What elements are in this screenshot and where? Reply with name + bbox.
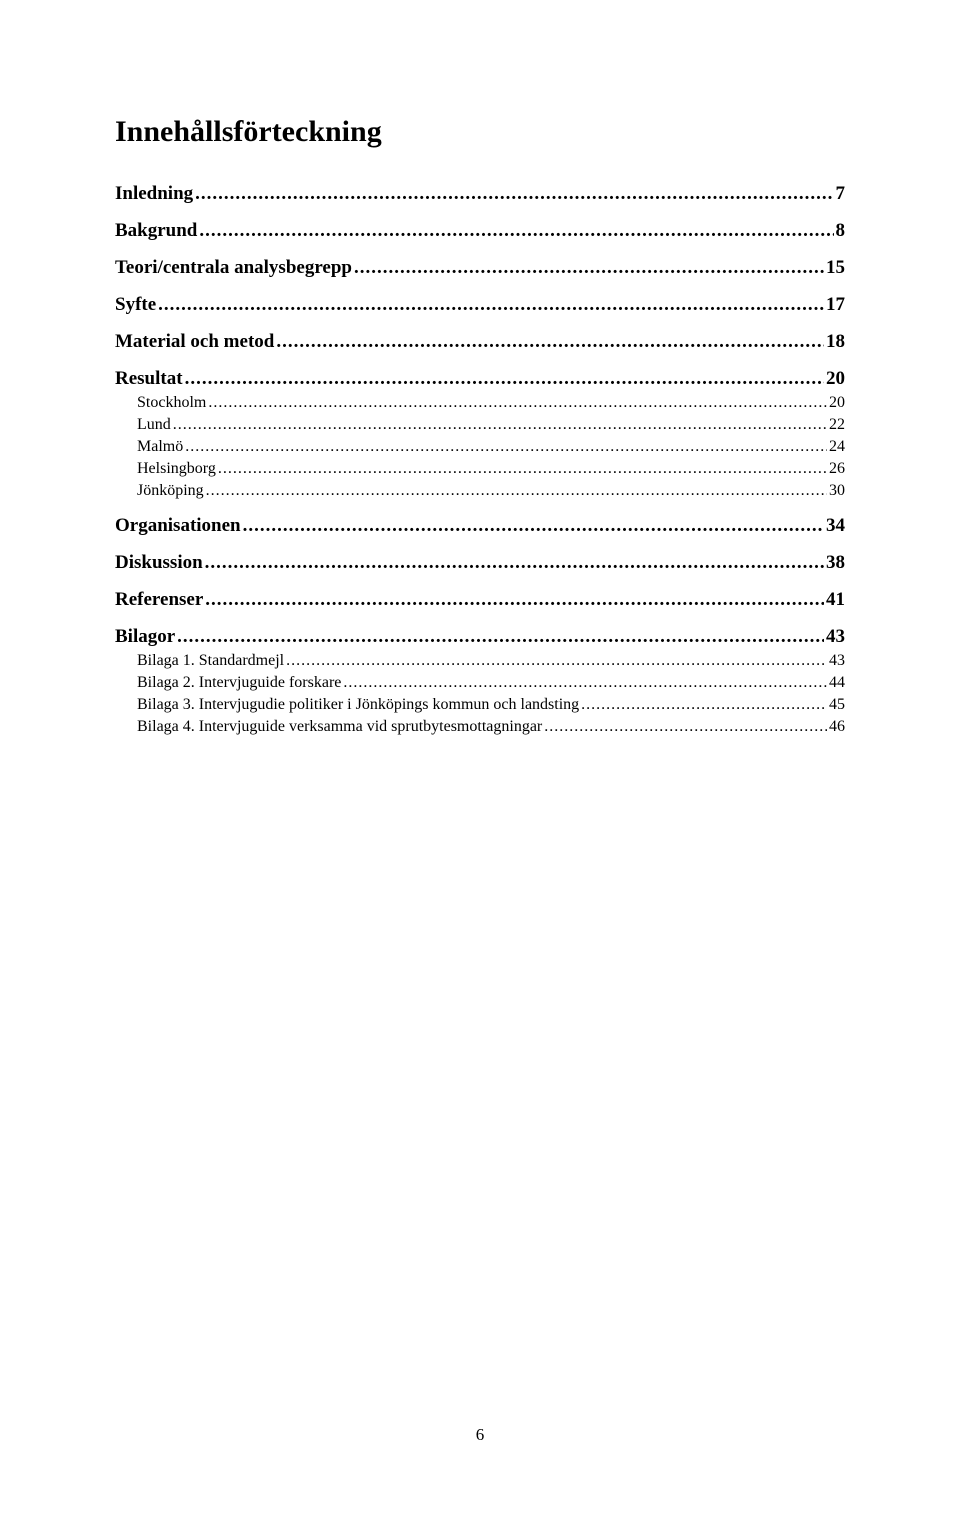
toc-dots: ........................................… bbox=[199, 220, 833, 242]
toc-title: Innehållsförteckning bbox=[115, 115, 845, 149]
toc-entry: Helsingborg.............................… bbox=[137, 460, 845, 478]
toc-entry-page: 17 bbox=[826, 294, 845, 316]
toc-entry: Bilaga 4. Intervjuguide verksamma vid sp… bbox=[137, 718, 845, 736]
toc-entry-label: Material och metod bbox=[115, 331, 274, 353]
toc-dots: ........................................… bbox=[205, 552, 824, 574]
toc-entry-label: Bakgrund bbox=[115, 220, 197, 242]
toc-dots: ........................................… bbox=[544, 718, 827, 736]
toc-entry: Stockholm...............................… bbox=[137, 394, 845, 412]
toc-entry-label: Lund bbox=[137, 416, 171, 434]
toc-dots: ........................................… bbox=[354, 257, 824, 279]
toc-entry-page: 43 bbox=[826, 626, 845, 648]
toc-entry: Bilaga 1. Standardmejl..................… bbox=[137, 652, 845, 670]
toc-entry: Bilagor.................................… bbox=[115, 626, 845, 648]
toc-entry-label: Malmö bbox=[137, 438, 183, 456]
toc-entry: Inledning...............................… bbox=[115, 183, 845, 205]
toc-dots: ........................................… bbox=[158, 294, 824, 316]
toc-list: Inledning...............................… bbox=[115, 183, 845, 736]
toc-entry-page: 46 bbox=[829, 718, 845, 736]
toc-entry: Bakgrund................................… bbox=[115, 220, 845, 242]
toc-dots: ........................................… bbox=[173, 416, 827, 434]
toc-entry-label: Inledning bbox=[115, 183, 193, 205]
toc-entry: Malmö...................................… bbox=[137, 438, 845, 456]
toc-entry-label: Bilaga 2. Intervjuguide forskare bbox=[137, 674, 341, 692]
toc-entry-label: Helsingborg bbox=[137, 460, 216, 478]
toc-entry: Resultat................................… bbox=[115, 368, 845, 390]
toc-entry: Lund....................................… bbox=[137, 416, 845, 434]
toc-dots: ........................................… bbox=[243, 515, 824, 537]
toc-dots: ........................................… bbox=[286, 652, 827, 670]
toc-entry-page: 20 bbox=[826, 368, 845, 390]
toc-entry-page: 30 bbox=[829, 482, 845, 500]
toc-dots: ........................................… bbox=[185, 368, 824, 390]
toc-entry-label: Stockholm bbox=[137, 394, 206, 412]
toc-entry: Referenser..............................… bbox=[115, 589, 845, 611]
toc-entry-page: 43 bbox=[829, 652, 845, 670]
toc-entry-page: 20 bbox=[829, 394, 845, 412]
page-number: 6 bbox=[0, 1425, 960, 1445]
toc-dots: ........................................… bbox=[276, 331, 824, 353]
toc-entry-page: 38 bbox=[826, 552, 845, 574]
toc-dots: ........................................… bbox=[185, 438, 827, 456]
toc-entry-label: Jönköping bbox=[137, 482, 204, 500]
toc-entry-label: Diskussion bbox=[115, 552, 203, 574]
toc-entry-page: 26 bbox=[829, 460, 845, 478]
toc-entry: Bilaga 3. Intervjugudie politiker i Jönk… bbox=[137, 696, 845, 714]
toc-entry: Jönköping...............................… bbox=[137, 482, 845, 500]
toc-entry-page: 45 bbox=[829, 696, 845, 714]
toc-entry: Syfte...................................… bbox=[115, 294, 845, 316]
toc-dots: ........................................… bbox=[343, 674, 827, 692]
toc-entry-page: 18 bbox=[826, 331, 845, 353]
toc-entry-page: 8 bbox=[836, 220, 846, 242]
toc-entry-page: 41 bbox=[826, 589, 845, 611]
toc-entry: Bilaga 2. Intervjuguide forskare........… bbox=[137, 674, 845, 692]
toc-entry-label: Syfte bbox=[115, 294, 156, 316]
toc-entry-page: 15 bbox=[826, 257, 845, 279]
toc-dots: ........................................… bbox=[205, 589, 824, 611]
toc-entry-page: 24 bbox=[829, 438, 845, 456]
toc-dots: ........................................… bbox=[177, 626, 824, 648]
toc-entry-label: Teori/centrala analysbegrepp bbox=[115, 257, 352, 279]
toc-entry: Diskussion..............................… bbox=[115, 552, 845, 574]
toc-entry-label: Organisationen bbox=[115, 515, 241, 537]
toc-dots: ........................................… bbox=[218, 460, 827, 478]
toc-entry-page: 44 bbox=[829, 674, 845, 692]
toc-dots: ........................................… bbox=[208, 394, 827, 412]
toc-entry-page: 34 bbox=[826, 515, 845, 537]
toc-dots: ........................................… bbox=[206, 482, 827, 500]
toc-entry: Material och metod......................… bbox=[115, 331, 845, 353]
toc-dots: ........................................… bbox=[581, 696, 827, 714]
toc-entry-label: Bilaga 4. Intervjuguide verksamma vid sp… bbox=[137, 718, 542, 736]
toc-entry-page: 7 bbox=[836, 183, 846, 205]
toc-entry-label: Bilagor bbox=[115, 626, 175, 648]
toc-entry-page: 22 bbox=[829, 416, 845, 434]
toc-entry: Teori/centrala analysbegrepp............… bbox=[115, 257, 845, 279]
toc-entry-label: Referenser bbox=[115, 589, 203, 611]
toc-dots: ........................................… bbox=[195, 183, 833, 205]
toc-entry-label: Resultat bbox=[115, 368, 183, 390]
toc-entry-label: Bilaga 3. Intervjugudie politiker i Jönk… bbox=[137, 696, 579, 714]
toc-entry-label: Bilaga 1. Standardmejl bbox=[137, 652, 284, 670]
toc-entry: Organisationen..........................… bbox=[115, 515, 845, 537]
